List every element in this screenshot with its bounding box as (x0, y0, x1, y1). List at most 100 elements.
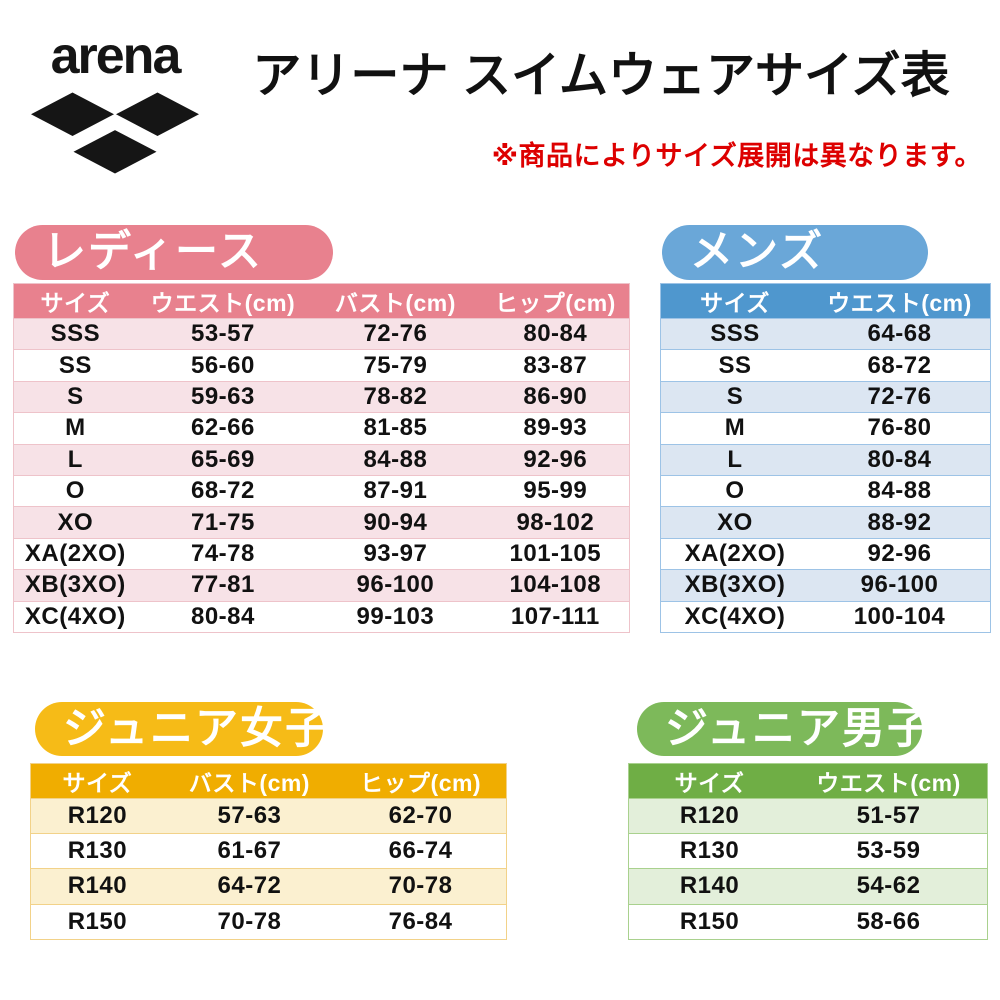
size-cell: XC(4XO) (13, 601, 137, 633)
table-row: XB(3XO) 96-100 (660, 569, 991, 602)
size-cell: SS (13, 349, 137, 382)
size-cell: R140 (628, 868, 791, 905)
size-cell: R130 (628, 833, 791, 869)
range-cell: 53-57 (136, 318, 310, 350)
table-row: SSS 64-68 (660, 318, 991, 350)
size-cell: XA(2XO) (13, 538, 137, 570)
range-cell: 64-72 (163, 868, 336, 905)
mens-table-body: SSS 64-68 SS 68-72 S 72-76 M 76-80 L 80-84 O 84-88 X… (660, 318, 991, 633)
table-row: M 76-80 (660, 412, 991, 445)
junior-girls-heading-label: ジュニア女子 (63, 704, 330, 753)
range-cell: 74-78 (136, 538, 310, 570)
column-header: サイズ (13, 283, 137, 319)
section-ladies: レディース サイズ ウエスト(cm) バスト(cm) ヒップ(cm) SSS 53-57… (13, 225, 630, 633)
column-header: サイズ (628, 763, 791, 799)
range-cell: 61-67 (163, 833, 336, 869)
range-cell: 76-80 (809, 412, 991, 445)
column-header: ウエスト(cm) (136, 283, 310, 319)
ladies-table-body: SSS 53-57 72-76 80-84 SS 56-60 75-79 83-87 S 59-6… (13, 318, 630, 633)
column-header: サイズ (30, 763, 164, 799)
table-row: R130 61-67 66-74 (30, 833, 507, 869)
range-cell: 80-84 (809, 444, 991, 476)
range-cell: 92-96 (809, 538, 991, 570)
column-header: ウエスト(cm) (790, 763, 988, 799)
size-cell: S (660, 381, 809, 413)
table-row: O 68-72 87-91 95-99 (13, 475, 630, 507)
size-cell: O (13, 475, 137, 507)
junior-boys-heading-label: ジュニア男子 (665, 704, 932, 753)
table-row: R150 58-66 (628, 904, 988, 940)
junior-girls-heading-pill: ジュニア女子 (35, 702, 328, 756)
size-cell: R120 (628, 798, 791, 834)
range-cell: 68-72 (809, 349, 991, 382)
range-cell: 70-78 (335, 868, 507, 905)
size-cell: R120 (30, 798, 164, 834)
table-row: XA(2XO) 92-96 (660, 538, 991, 570)
range-cell: 76-84 (335, 904, 507, 940)
size-cell: R150 (628, 904, 791, 940)
junior-boys-size-table: サイズ ウエスト(cm) R120 51-57 R130 53-59 R140 54-62 R… (628, 763, 988, 940)
table-row: XB(3XO) 77-81 96-100 104-108 (13, 569, 630, 602)
table-row: S 59-63 78-82 86-90 (13, 381, 630, 413)
table-row: XO 88-92 (660, 506, 991, 539)
range-cell: 62-66 (136, 412, 310, 445)
table-row: L 80-84 (660, 444, 991, 476)
junior-girls-table-header: サイズ バスト(cm) ヒップ(cm) (30, 763, 507, 799)
range-cell: 72-76 (809, 381, 991, 413)
table-row: M 62-66 81-85 89-93 (13, 412, 630, 445)
table-row: S 72-76 (660, 381, 991, 413)
table-row: XC(4XO) 100-104 (660, 601, 991, 633)
range-cell: 59-63 (136, 381, 310, 413)
range-cell: 84-88 (309, 444, 482, 476)
size-cell: M (13, 412, 137, 445)
size-cell: XA(2XO) (660, 538, 809, 570)
column-header: サイズ (660, 283, 809, 319)
range-cell: 83-87 (481, 349, 630, 382)
ladies-table-header: サイズ ウエスト(cm) バスト(cm) ヒップ(cm) (13, 283, 630, 319)
range-cell: 64-68 (809, 318, 991, 350)
size-cell: R150 (30, 904, 164, 940)
size-cell: XB(3XO) (660, 569, 809, 602)
size-cell: XB(3XO) (13, 569, 137, 602)
mens-heading-pill: メンズ (662, 225, 928, 280)
range-cell: 68-72 (136, 475, 310, 507)
table-row: SS 68-72 (660, 349, 991, 382)
range-cell: 51-57 (790, 798, 988, 834)
header-row: サイズ バスト(cm) ヒップ(cm) (30, 763, 507, 799)
range-cell: 81-85 (309, 412, 482, 445)
range-cell: 84-88 (809, 475, 991, 507)
range-cell: 99-103 (309, 601, 482, 633)
table-row: XO 71-75 90-94 98-102 (13, 506, 630, 539)
range-cell: 53-59 (790, 833, 988, 869)
junior-girls-table-body: R120 57-63 62-70 R130 61-67 66-74 R140 64-72 70-… (30, 798, 507, 940)
range-cell: 93-97 (309, 538, 482, 570)
table-row: R120 57-63 62-70 (30, 798, 507, 834)
column-header: ヒップ(cm) (481, 283, 630, 319)
table-row: L 65-69 84-88 92-96 (13, 444, 630, 476)
junior-boys-table-body: R120 51-57 R130 53-59 R140 54-62 R150 58-66 (628, 798, 988, 940)
range-cell: 88-92 (809, 506, 991, 539)
range-cell: 77-81 (136, 569, 310, 602)
section-junior-boys: ジュニア男子 サイズ ウエスト(cm) R120 51-57 R130 53-59 R14… (628, 702, 988, 940)
range-cell: 66-74 (335, 833, 507, 869)
range-cell: 58-66 (790, 904, 988, 940)
range-cell: 75-79 (309, 349, 482, 382)
ladies-heading-pill: レディース (15, 225, 333, 280)
range-cell: 89-93 (481, 412, 630, 445)
size-cell: M (660, 412, 809, 445)
size-cell: XO (13, 506, 137, 539)
ladies-heading-label: レディース (43, 228, 263, 276)
ladies-size-table: サイズ ウエスト(cm) バスト(cm) ヒップ(cm) SSS 53-57 72-76 8… (13, 283, 630, 633)
range-cell: 96-100 (809, 569, 991, 602)
range-cell: 98-102 (481, 506, 630, 539)
size-cell: R130 (30, 833, 164, 869)
table-row: R140 64-72 70-78 (30, 868, 507, 905)
range-cell: 80-84 (481, 318, 630, 350)
range-cell: 87-91 (309, 475, 482, 507)
page-title: アリーナ スイムウェアサイズ表 (252, 49, 950, 103)
table-row: SS 56-60 75-79 83-87 (13, 349, 630, 382)
mens-heading-label: メンズ (690, 228, 825, 276)
range-cell: 107-111 (481, 601, 630, 633)
arena-diamonds-icon (31, 92, 199, 174)
range-cell: 65-69 (136, 444, 310, 476)
